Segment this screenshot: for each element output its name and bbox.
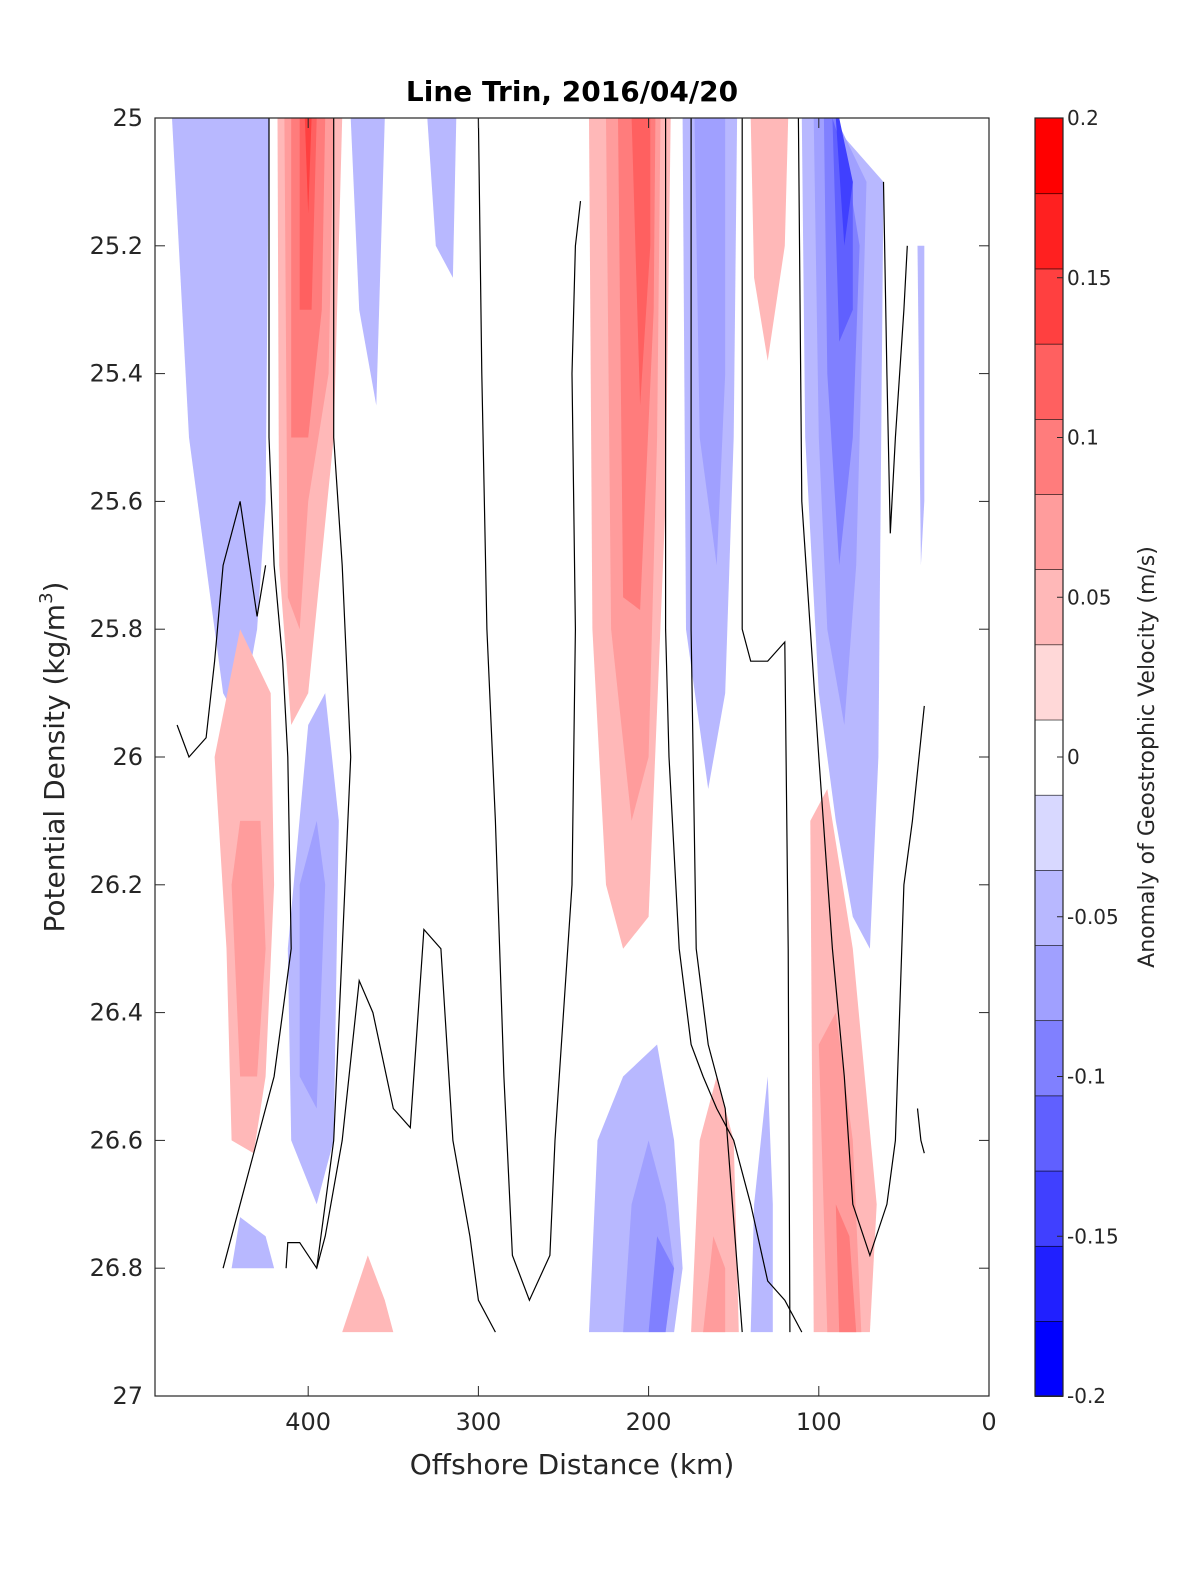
y-tick-label: 25.8 (90, 615, 143, 643)
zero-contour-line-8 (797, 118, 925, 1258)
y-tick-labels: 25 25.2 25.4 25.6 25.8 26 26.2 26.4 26.6 26.8 27 (90, 104, 143, 1410)
zero-contour-line-3 (285, 928, 496, 1333)
plot-frame (154, 117, 990, 1397)
colorbar-swatch-9 (1034, 643, 1064, 721)
colorbar-swatch-10 (1034, 568, 1064, 646)
y-axis-title-close: ) (38, 582, 71, 593)
colorbar-swatch-16 (1034, 117, 1064, 195)
contour-region-14 (342, 1255, 394, 1333)
zero-contour-line-10 (916, 1108, 925, 1154)
y-tick-label: 25 (112, 104, 143, 132)
contour-region-33 (648, 1236, 675, 1333)
colorbar-swatch-2 (1034, 1170, 1064, 1247)
contour-region-8 (427, 118, 457, 278)
colorbar-ticks: -0.2 -0.15 -0.1 -0.05 0 0.05 0.1 0.15 0.2 (1057, 106, 1119, 1408)
colorbar-tick-label: -0.2 (1067, 1384, 1106, 1408)
contour-region-13 (231, 1217, 275, 1269)
y-tick-label: 25.2 (90, 232, 143, 260)
contour-region-20 (694, 118, 726, 566)
colorbar-swatch-15 (1034, 192, 1064, 270)
zero-contour-line-9 (882, 181, 908, 534)
colorbar-swatch-3 (1034, 1094, 1064, 1172)
zero-contour-line-4 (477, 118, 582, 1302)
colorbar: -0.2 -0.15 -0.1 -0.05 0 0.05 0.1 0.15 0.2 (1034, 106, 1119, 1408)
zero-contour-lines (176, 118, 925, 1333)
x-tick-label: 300 (455, 1408, 501, 1436)
contour-region-30 (835, 1204, 857, 1333)
y-tick-label: 26.2 (90, 871, 143, 899)
y-tick-label: 27 (112, 1382, 143, 1410)
y-axis-title: Potential Density (kg/m3) (36, 582, 71, 933)
y-axis-title-sup: 3 (36, 592, 57, 603)
contour-region-21 (750, 118, 789, 361)
zero-contour-line-7 (741, 118, 791, 1333)
zero-contour-line-2 (176, 501, 267, 759)
contour-region-5 (299, 118, 317, 310)
y-axis-title-main: Potential Density (kg/m (38, 604, 71, 933)
colorbar-swatch-6 (1034, 869, 1064, 946)
y-tick-label: 26.8 (90, 1254, 143, 1282)
x-tick-label: 0 (981, 1408, 996, 1436)
colorbar-tick-label: 0.2 (1067, 106, 1099, 130)
colorbar-swatch-14 (1034, 268, 1064, 345)
colorbar-swatch-12 (1034, 418, 1064, 495)
colorbar-swatch-0 (1034, 1320, 1064, 1397)
colorbar-tick-label: -0.05 (1067, 905, 1119, 929)
colorbar-swatch-1 (1034, 1245, 1064, 1322)
colorbar-swatches (1034, 117, 1064, 1397)
colorbar-tick-label: 0 (1067, 745, 1080, 769)
contour-region-36 (750, 1076, 773, 1333)
plot-area (154, 117, 990, 1397)
x-tick-labels: 400 300 200 100 0 (285, 1408, 996, 1436)
colorbar-title: Anomaly of Geostrophic Velocity (m/s) (1135, 546, 1160, 968)
filled-contours (172, 118, 925, 1333)
zero-contour-line-1 (316, 118, 352, 1269)
contour-region-27 (917, 245, 925, 566)
y-tick-label: 26 (112, 743, 143, 771)
x-tick-label: 400 (285, 1408, 331, 1436)
colorbar-swatch-11 (1034, 493, 1064, 570)
contour-region-35 (703, 1236, 726, 1333)
y-tick-label: 26.4 (90, 999, 143, 1027)
y-tick-label: 25.6 (90, 487, 143, 515)
x-tick-label: 200 (626, 1408, 672, 1436)
contour-region-6 (304, 118, 312, 214)
colorbar-swatch-13 (1034, 343, 1064, 420)
x-axis-title: Offshore Distance (km) (410, 1448, 735, 1481)
colorbar-tick-label: 0.15 (1067, 266, 1112, 290)
contour-region-7 (350, 118, 385, 406)
contour-region-26 (835, 118, 853, 246)
chart-title: Line Trin, 2016/04/20 (406, 75, 738, 108)
x-tick-label: 100 (796, 1408, 842, 1436)
contour-region-12 (299, 820, 326, 1109)
contour-region-18 (631, 118, 651, 406)
colorbar-tick-label: -0.1 (1067, 1065, 1106, 1089)
y-tick-label: 26.6 (90, 1126, 143, 1154)
colorbar-tick-label: -0.15 (1067, 1224, 1119, 1248)
contour-region-1 (206, 118, 258, 278)
zero-contour-line-0 (222, 118, 292, 1269)
contour-region-0 (172, 118, 269, 725)
contour-region-34 (691, 1076, 739, 1333)
colorbar-swatch-5 (1034, 944, 1064, 1022)
colorbar-swatch-4 (1034, 1019, 1064, 1097)
contour-region-10 (231, 820, 266, 1077)
colorbar-swatch-7 (1034, 794, 1064, 871)
colorbar-tick-label: 0.1 (1067, 426, 1099, 450)
y-tick-label: 25.4 (90, 360, 143, 388)
zero-contour-line-5 (664, 118, 803, 1333)
contour-region-29 (818, 1012, 862, 1333)
zero-contour-line-6 (690, 118, 743, 1333)
colorbar-tick-label: 0.05 (1067, 585, 1112, 609)
